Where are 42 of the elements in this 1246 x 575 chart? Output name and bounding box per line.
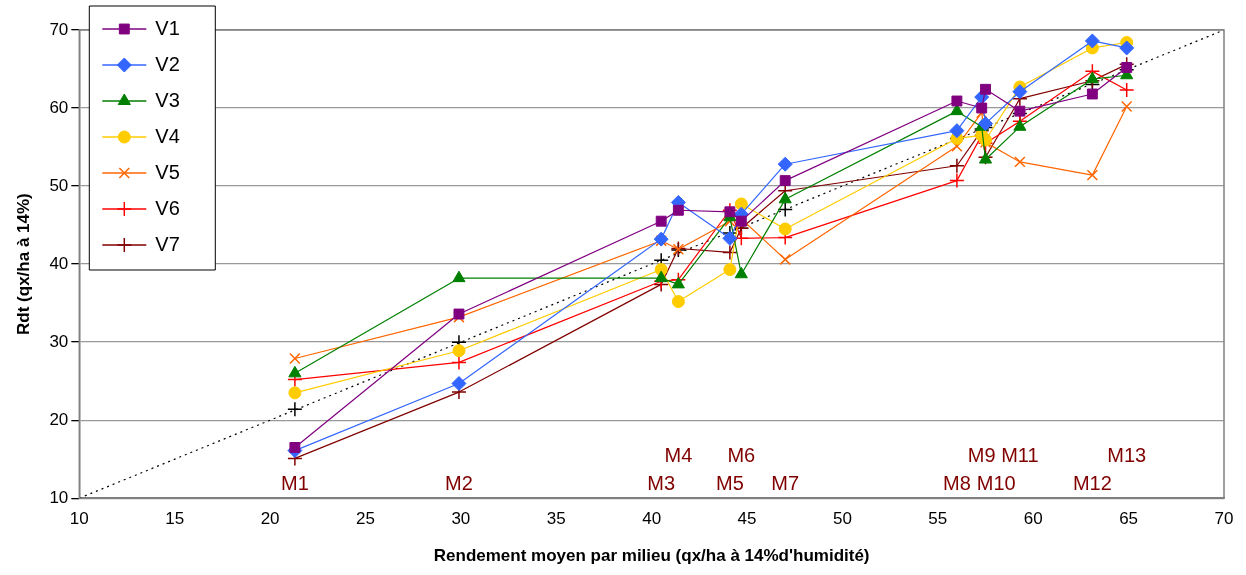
annotation: M1 (280, 471, 309, 494)
y-tick-label: 50 (49, 175, 69, 195)
legend-label: V1 (155, 16, 180, 39)
x-tick-label: 60 (1023, 509, 1043, 529)
y-tick-label: 40 (49, 253, 69, 273)
legend-label: V7 (155, 232, 180, 255)
x-tick-label: 45 (737, 509, 757, 529)
annotation: M6 (727, 443, 756, 466)
x-tick-label: 15 (165, 509, 185, 529)
y-tick-label: 30 (49, 331, 69, 351)
annotation: M3 (647, 471, 676, 494)
x-tick-label: 40 (642, 509, 662, 529)
x-tick-label: 20 (260, 509, 280, 529)
y-tick-label: 70 (49, 19, 69, 39)
annotation: M11 (1001, 443, 1039, 466)
x-tick-label: 55 (928, 509, 948, 529)
annotation: M9 (967, 443, 996, 466)
x-tick-label: 50 (832, 509, 852, 529)
x-tick-label: 10 (69, 509, 89, 529)
annotation: M5 (715, 471, 744, 494)
annotation: M8 (943, 471, 971, 494)
x-tick-label: 30 (451, 509, 471, 529)
annotation: M7 (771, 471, 800, 494)
x-axis-title: Rendement moyen par milieu (qx/ha à 14%d'humidité) (433, 546, 870, 566)
annotation: M2 (445, 471, 473, 494)
legend-label: V5 (155, 160, 180, 183)
x-tick-label: 65 (1119, 509, 1139, 529)
x-tick-label: 70 (1214, 509, 1234, 529)
legend-label: V2 (155, 52, 180, 75)
x-tick-label: 25 (356, 509, 375, 529)
annotation: M4 (664, 443, 693, 466)
y-tick-label: 20 (49, 409, 69, 429)
legend-label: V3 (155, 88, 180, 111)
y-tick-label: 10 (49, 487, 69, 507)
legend-label: V6 (155, 196, 180, 219)
x-tick-label: 35 (546, 509, 566, 529)
annotation: M10 (976, 471, 1016, 494)
annotation: M12 (1072, 471, 1112, 494)
legend-label: V4 (155, 124, 180, 147)
annotation: M13 (1107, 443, 1147, 466)
y-tick-label: 60 (49, 97, 69, 117)
y-axis-title: Rdt (qx/ha à 14%) (13, 193, 33, 335)
